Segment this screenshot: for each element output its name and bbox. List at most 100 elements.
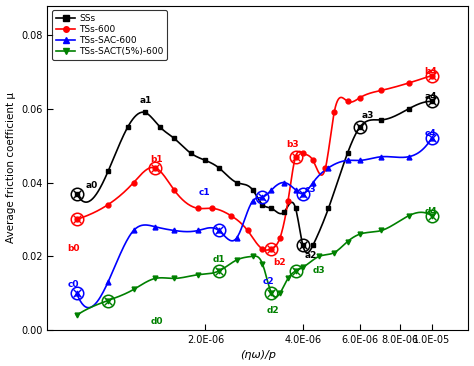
- Text: d2: d2: [267, 306, 280, 315]
- SSs: [105, 169, 111, 174]
- TSs-SACT(5%)-600: [406, 213, 411, 218]
- TSs-600: [428, 74, 434, 78]
- Text: b3: b3: [286, 140, 299, 149]
- TSs-SAC-600: [105, 280, 111, 284]
- Line: SSs: SSs: [74, 99, 434, 248]
- TSs-SACT(5%)-600: [317, 254, 322, 258]
- SSs: [234, 180, 240, 185]
- TSs-600: [269, 247, 274, 251]
- TSs-SACT(5%)-600: [428, 213, 434, 218]
- TSs-600: [260, 247, 265, 251]
- TSs-SACT(5%)-600: [345, 239, 350, 244]
- SSs: [293, 206, 299, 210]
- SSs: [345, 151, 350, 155]
- SSs: [171, 136, 177, 141]
- TSs-600: [277, 236, 283, 240]
- TSs-SAC-600: [293, 188, 299, 192]
- TSs-SACT(5%)-600: [285, 276, 291, 281]
- TSs-SAC-600: [345, 158, 350, 163]
- Line: TSs-600: TSs-600: [74, 73, 434, 251]
- TSs-600: [74, 217, 80, 221]
- TSs-SACT(5%)-600: [277, 291, 283, 295]
- TSs-SAC-600: [195, 228, 201, 233]
- TSs-600: [195, 206, 201, 210]
- Text: b1: b1: [150, 155, 163, 164]
- Line: TSs-SACT(5%)-600: TSs-SACT(5%)-600: [74, 213, 434, 318]
- Text: a4: a4: [424, 93, 437, 101]
- SSs: [281, 210, 287, 214]
- Text: d1: d1: [212, 255, 225, 264]
- Text: c1: c1: [198, 188, 210, 197]
- TSs-600: [131, 180, 137, 185]
- TSs-600: [345, 99, 350, 104]
- TSs-SAC-600: [379, 154, 384, 159]
- TSs-SAC-600: [300, 191, 306, 196]
- TSs-600: [379, 88, 384, 93]
- TSs-SACT(5%)-600: [74, 313, 80, 317]
- Legend: SSs, TSs-600, TSs-SAC-600, TSs-SACT(5%)-600: SSs, TSs-600, TSs-SAC-600, TSs-SACT(5%)-…: [52, 10, 167, 60]
- TSs-SAC-600: [406, 154, 411, 159]
- TSs-600: [210, 206, 215, 210]
- SSs: [125, 125, 130, 130]
- Text: a0: a0: [85, 181, 98, 190]
- TSs-SACT(5%)-600: [153, 276, 158, 281]
- TSs-SAC-600: [216, 228, 222, 233]
- TSs-600: [171, 188, 177, 192]
- SSs: [379, 117, 384, 122]
- SSs: [406, 107, 411, 111]
- TSs-SACT(5%)-600: [300, 265, 306, 269]
- TSs-600: [105, 202, 111, 207]
- TSs-SAC-600: [234, 236, 240, 240]
- TSs-600: [310, 158, 316, 163]
- TSs-SACT(5%)-600: [131, 287, 137, 292]
- TSs-SACT(5%)-600: [105, 298, 111, 303]
- Line: TSs-SAC-600: TSs-SAC-600: [74, 136, 434, 296]
- TSs-600: [293, 154, 299, 159]
- TSs-SAC-600: [131, 228, 137, 233]
- SSs: [310, 243, 316, 247]
- TSs-SACT(5%)-600: [293, 269, 299, 273]
- TSs-SACT(5%)-600: [260, 261, 265, 266]
- Text: a1: a1: [139, 96, 152, 105]
- TSs-SAC-600: [250, 199, 255, 203]
- TSs-SACT(5%)-600: [357, 232, 363, 236]
- TSs-SACT(5%)-600: [216, 269, 222, 273]
- TSs-SACT(5%)-600: [250, 254, 255, 258]
- TSs-SAC-600: [357, 158, 363, 163]
- SSs: [326, 206, 331, 210]
- TSs-SACT(5%)-600: [195, 273, 201, 277]
- TSs-SAC-600: [326, 165, 331, 170]
- TSs-600: [153, 165, 158, 170]
- Text: a3: a3: [362, 111, 374, 120]
- TSs-600: [228, 213, 234, 218]
- TSs-SAC-600: [153, 225, 158, 229]
- TSs-600: [245, 228, 250, 233]
- SSs: [357, 125, 363, 130]
- SSs: [202, 158, 208, 163]
- Text: c4: c4: [424, 129, 436, 138]
- TSs-SACT(5%)-600: [234, 258, 240, 262]
- Text: c2: c2: [263, 277, 274, 286]
- TSs-SAC-600: [74, 291, 80, 295]
- TSs-SACT(5%)-600: [331, 250, 337, 255]
- Text: c3: c3: [305, 184, 316, 194]
- Text: c0: c0: [68, 280, 79, 290]
- Text: b4: b4: [424, 67, 437, 76]
- SSs: [142, 110, 148, 115]
- SSs: [74, 191, 80, 196]
- Text: b2: b2: [273, 258, 286, 267]
- SSs: [428, 99, 434, 104]
- Text: d4: d4: [424, 207, 437, 216]
- TSs-SAC-600: [281, 180, 287, 185]
- Text: b0: b0: [68, 244, 80, 253]
- SSs: [216, 165, 222, 170]
- SSs: [188, 151, 193, 155]
- TSs-SAC-600: [428, 136, 434, 141]
- TSs-SAC-600: [260, 195, 265, 199]
- TSs-SAC-600: [269, 188, 274, 192]
- SSs: [250, 188, 255, 192]
- TSs-600: [323, 165, 328, 170]
- TSs-600: [357, 96, 363, 100]
- TSs-600: [406, 81, 411, 85]
- TSs-600: [300, 151, 306, 155]
